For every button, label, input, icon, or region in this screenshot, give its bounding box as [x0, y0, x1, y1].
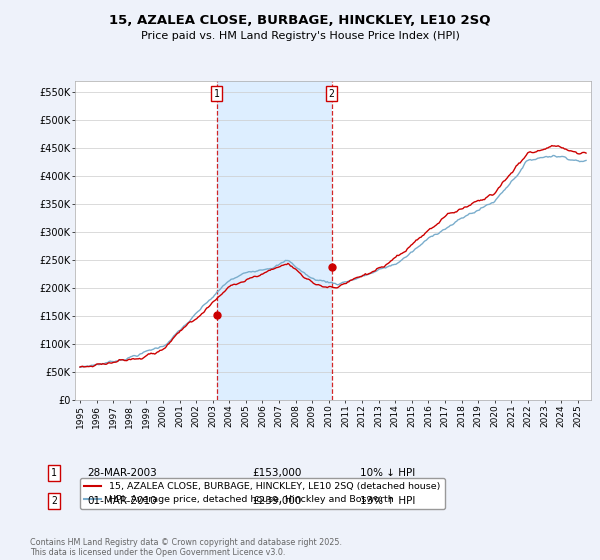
Text: 2: 2: [329, 88, 335, 99]
Text: 15, AZALEA CLOSE, BURBAGE, HINCKLEY, LE10 2SQ: 15, AZALEA CLOSE, BURBAGE, HINCKLEY, LE1…: [109, 14, 491, 27]
Text: 1: 1: [51, 468, 57, 478]
Legend: 15, AZALEA CLOSE, BURBAGE, HINCKLEY, LE10 2SQ (detached house), HPI: Average pri: 15, AZALEA CLOSE, BURBAGE, HINCKLEY, LE1…: [80, 478, 445, 509]
Text: 01-MAR-2010: 01-MAR-2010: [87, 496, 157, 506]
Text: 13% ↑ HPI: 13% ↑ HPI: [360, 496, 415, 506]
Text: Contains HM Land Registry data © Crown copyright and database right 2025.
This d: Contains HM Land Registry data © Crown c…: [30, 538, 342, 557]
Text: 28-MAR-2003: 28-MAR-2003: [87, 468, 157, 478]
Bar: [217, 81, 332, 400]
Text: 2: 2: [51, 496, 57, 506]
Text: 1: 1: [214, 88, 220, 99]
Text: 10% ↓ HPI: 10% ↓ HPI: [360, 468, 415, 478]
Text: £153,000: £153,000: [252, 468, 301, 478]
Text: Price paid vs. HM Land Registry's House Price Index (HPI): Price paid vs. HM Land Registry's House …: [140, 31, 460, 41]
Text: £239,000: £239,000: [252, 496, 301, 506]
